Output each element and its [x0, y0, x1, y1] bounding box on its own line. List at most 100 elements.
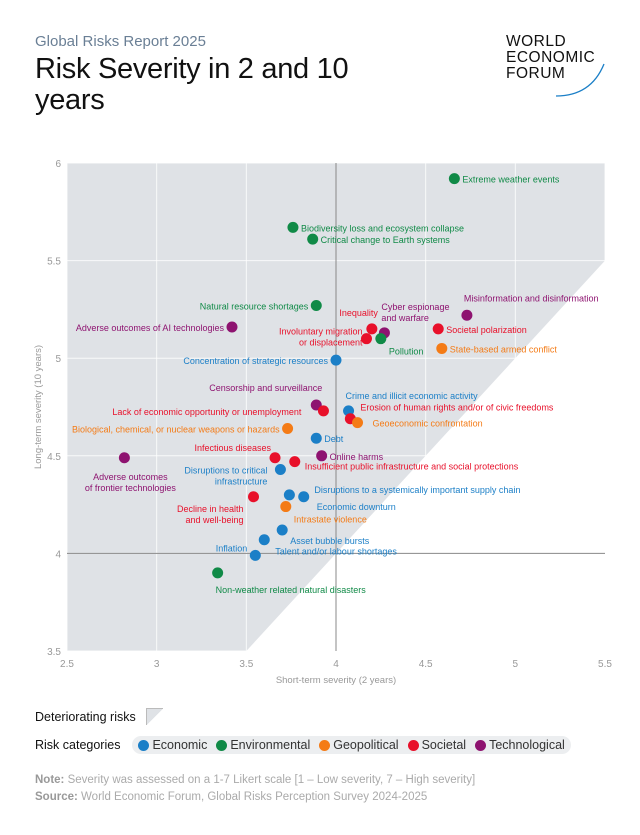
logo-arc-icon — [555, 63, 605, 97]
point-marker — [330, 354, 342, 366]
label-line: Involuntary migration — [279, 327, 363, 337]
point-label: Disruptions to critical infrastructure — [184, 465, 267, 486]
data-point: Lack of economic opportunity or unemploy… — [112, 405, 329, 417]
y-tick-label: 4.5 — [47, 452, 61, 463]
legend-dot — [138, 739, 150, 751]
point-marker — [352, 417, 364, 429]
point-label: Debt — [324, 434, 344, 444]
label-line: Cyber espionage — [381, 302, 449, 312]
point-label: Insufficient public infrastructure and s… — [305, 462, 519, 472]
point-marker — [317, 405, 329, 417]
point-marker — [366, 323, 378, 335]
data-point: Natural resource shortages — [200, 299, 322, 311]
point-marker — [448, 173, 460, 185]
logo-line: FORUM — [506, 65, 566, 82]
data-point: Societal polarization — [432, 323, 527, 335]
data-point: Geoeconomic confrontation — [352, 417, 483, 429]
legend-dot — [475, 739, 487, 751]
legend-dot — [319, 739, 331, 751]
x-tick-label: 4.5 — [419, 659, 433, 670]
point-label: Concentration of strategic resources — [183, 356, 328, 366]
data-point: Extreme weather events — [448, 173, 560, 185]
scatter-chart: 2.5 3 3.5 4 4.5 5 5.5 3.5 4 4.5 5 5.5 6 Short-term se… — [33, 159, 612, 686]
point-marker — [461, 309, 473, 321]
data-point: Adverse outcomes of AI technologies — [76, 321, 238, 333]
point-label: Biological, chemical, or nuclear weapons… — [72, 424, 280, 434]
legend-label: Geopolitical — [333, 738, 399, 752]
point-label: Critical change to Earth systems — [321, 235, 451, 245]
point-marker — [212, 567, 224, 579]
point-label: Societal polarization — [446, 325, 527, 335]
point-label: Erosion of human rights and/or of civic … — [360, 403, 554, 413]
x-tick-label: 3 — [154, 659, 160, 670]
data-point: Critical change to Earth systems — [307, 233, 451, 245]
point-label: Cyber espionage and warfare — [381, 302, 449, 323]
data-point: Biological, chemical, or nuclear weapons… — [72, 422, 294, 434]
point-marker — [118, 452, 130, 464]
categories-label: Risk categories — [35, 738, 121, 752]
x-tick-label: 4 — [333, 659, 339, 670]
point-marker — [298, 491, 310, 503]
data-point: Intrastate violence — [280, 501, 367, 525]
point-label: Adverse outcomes of frontier technologies — [85, 472, 177, 493]
point-label: Economic downturn — [317, 502, 396, 512]
data-point: Debt — [310, 432, 344, 444]
x-tick-label: 3.5 — [239, 659, 253, 670]
y-tick-label: 5 — [55, 354, 61, 365]
data-point: Involuntary migration or displacement — [279, 327, 372, 348]
point-marker — [282, 422, 294, 434]
data-point: Pollution — [375, 333, 423, 357]
data-point: Asset bubble bursts — [276, 524, 370, 546]
point-marker — [287, 221, 299, 233]
x-axis-label: Short-term severity (2 years) — [276, 675, 396, 686]
data-point: Adverse outcomes of frontier technologies — [85, 452, 177, 493]
point-marker — [269, 452, 281, 464]
source: Source: World Economic Forum, Global Ris… — [35, 791, 428, 803]
point-marker — [307, 233, 319, 245]
label-line: infrastructure — [215, 476, 268, 486]
data-point: Economic downturn — [298, 491, 396, 512]
point-label: State-based armed conflict — [450, 344, 558, 354]
label-line: of frontier technologies — [85, 483, 177, 493]
point-label: Involuntary migration or displacement — [279, 327, 363, 348]
legend-label: Technological — [489, 738, 565, 752]
point-label: Online harms — [330, 452, 384, 462]
legend-dot — [216, 739, 228, 751]
data-point: Non-weather related natural disasters — [212, 567, 366, 595]
data-point: Infectious diseases — [194, 443, 281, 464]
page-title: Risk Severity in 2 and 10 years — [35, 53, 349, 116]
deteriorating-swatch — [145, 708, 163, 725]
label-line: Disruptions to critical — [184, 465, 267, 475]
label-line: and warfare — [381, 313, 429, 323]
point-marker — [310, 432, 322, 444]
logo-line: ECONOMIC — [506, 49, 596, 66]
point-marker — [360, 333, 372, 345]
point-label: Pollution — [389, 347, 424, 357]
legend-label: Societal — [421, 738, 467, 752]
deteriorating-label: Deteriorating risks — [35, 709, 136, 724]
y-axis-label: Long-term severity (10 years) — [33, 345, 44, 469]
label-line: and well-being — [185, 515, 243, 525]
legend-item-geopolitical: Geopolitical — [319, 738, 399, 752]
data-point: Inflation — [216, 543, 261, 561]
footnotes: Note: Severity was assessed on a 1-7 Lik… — [35, 772, 475, 806]
point-label: Disruptions to a systemically important … — [314, 485, 520, 495]
report-kicker: Global Risks Report 2025 — [35, 33, 206, 50]
legend-item-environmental: Environmental — [216, 738, 310, 752]
wef-logo: WORLD ECONOMIC FORUM — [506, 34, 606, 104]
point-label: Asset bubble bursts — [290, 536, 370, 546]
logo-line: WORLD — [506, 33, 567, 50]
y-tick-label: 6 — [55, 159, 61, 170]
y-tick-label: 4 — [55, 549, 61, 560]
point-marker — [283, 489, 295, 501]
point-marker — [280, 501, 292, 513]
legend-label: Environmental — [230, 738, 311, 752]
x-tick-label: 5.5 — [598, 659, 612, 670]
y-tick-label: 3.5 — [47, 647, 61, 658]
data-point: Online harms — [316, 450, 384, 462]
x-tick-label: 2.5 — [60, 659, 74, 670]
data-point: Talent and/or labour shortages — [258, 534, 397, 557]
data-point: Disruptions to critical infrastructure — [184, 463, 286, 486]
point-marker — [316, 450, 328, 462]
